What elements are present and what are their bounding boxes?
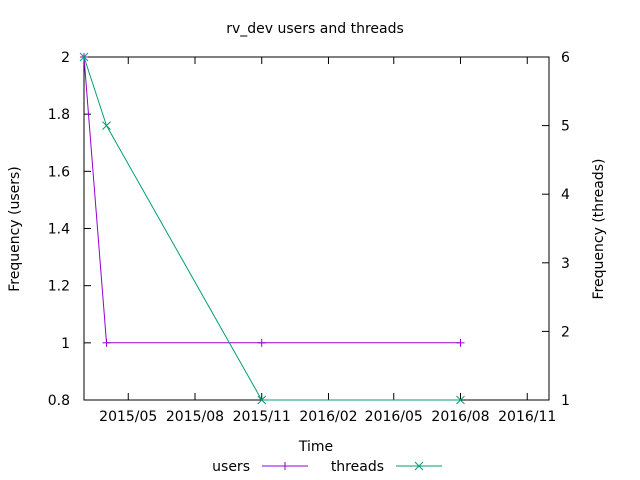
legend-marker — [414, 461, 424, 471]
chart-title: rv_dev users and threads — [226, 21, 404, 37]
x-tick-label: 2015/08 — [166, 409, 224, 425]
x-axis-title: Time — [298, 439, 333, 455]
y-tick-label: 0.8 — [48, 393, 70, 409]
y-axis-right: 1 2 3 4 5 6 — [542, 50, 570, 409]
legend: users threads — [212, 459, 442, 475]
users-data-point — [257, 338, 266, 347]
users-series-line — [83, 56, 461, 344]
y-axis-left: 0.8 1 1.2 1.4 1.6 1.8 2 — [48, 50, 91, 409]
x-tick-label: 2015/05 — [99, 409, 157, 425]
y2-tick-label: 3 — [561, 256, 570, 272]
y-tick-label: 1.6 — [48, 164, 70, 180]
x-tick-label: 2016/02 — [299, 409, 357, 425]
threads-data-point — [257, 395, 267, 405]
y2-tick-label: 2 — [561, 324, 570, 340]
plot-frame — [83, 56, 550, 401]
y-tick-label: 2 — [61, 50, 70, 66]
users-data-point — [102, 338, 111, 347]
y2-tick-label: 6 — [561, 50, 570, 66]
y-axis-left-title: Frequency (users) — [7, 166, 23, 292]
legend-label: users — [212, 459, 250, 475]
y-tick-label: 1.2 — [48, 279, 70, 295]
threads-series-line — [83, 56, 461, 401]
threads-data-point — [79, 52, 89, 62]
legend-marker — [281, 462, 289, 470]
threads-data-point — [456, 395, 465, 405]
y2-tick-label: 5 — [561, 119, 570, 135]
legend-label: threads — [331, 459, 384, 475]
threads-data-point — [102, 121, 111, 130]
x-tick-label: 2016/08 — [431, 409, 489, 425]
y2-tick-label: 4 — [561, 187, 570, 203]
y2-tick-label: 1 — [561, 393, 570, 409]
y-tick-label: 1.8 — [48, 107, 70, 123]
x-axis: 2015/05 2015/08 2015/11 2016/02 2016/05 2016/… — [99, 57, 556, 425]
y-axis-right-title: Frequency (threads) — [591, 159, 607, 300]
x-tick-label: 2016/05 — [365, 409, 423, 425]
y-tick-label: 1 — [61, 336, 70, 352]
users-data-point — [456, 338, 465, 347]
x-tick-label: 2016/11 — [498, 409, 556, 425]
x-tick-label: 2015/11 — [233, 409, 291, 425]
y-tick-label: 1.4 — [48, 222, 70, 238]
series-layer — [79, 52, 465, 405]
